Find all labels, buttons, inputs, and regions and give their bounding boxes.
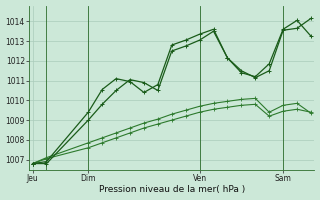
X-axis label: Pression niveau de la mer( hPa ): Pression niveau de la mer( hPa )	[99, 185, 245, 194]
